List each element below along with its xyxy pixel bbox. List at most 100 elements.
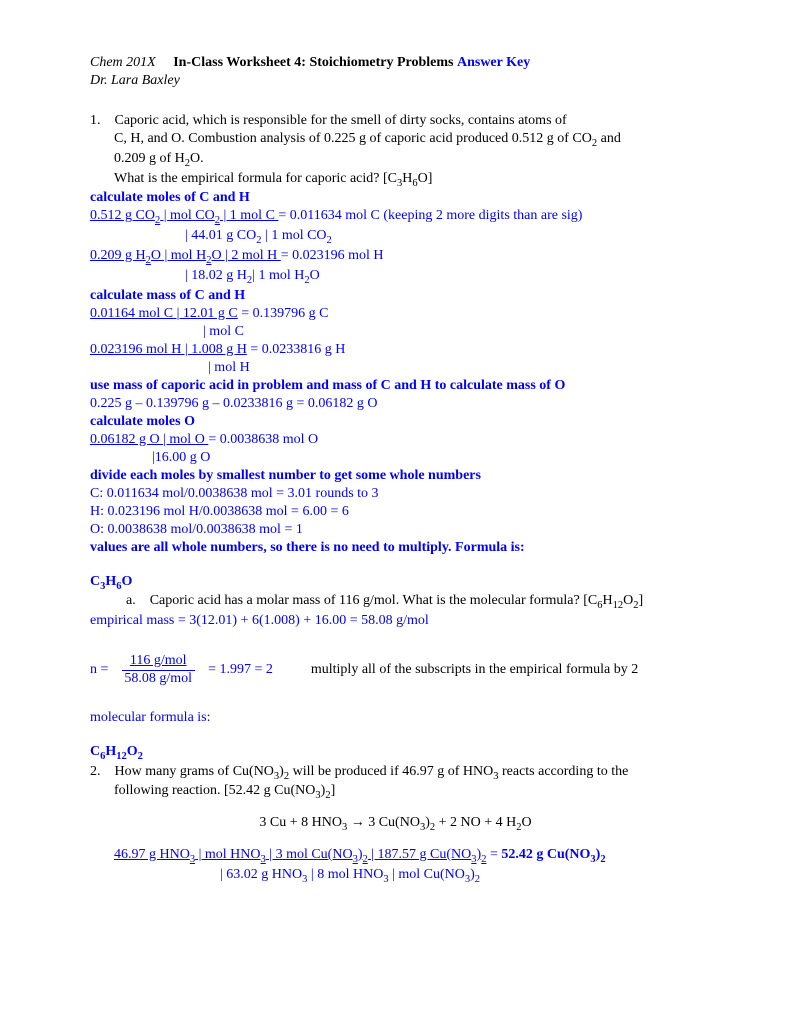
c1b: | mol HNO (195, 847, 260, 862)
n-note: multiply all of the subscripts in the em… (281, 662, 638, 678)
calc2c: O | 2 mol H (211, 248, 280, 263)
c1a: 46.97 g HNO (114, 847, 190, 862)
frac-denominator: 58.08 g/mol (116, 671, 200, 688)
q1-step6: values are all whole numbers, so there i… (90, 540, 701, 556)
calc2d: = 0.023196 mol H (281, 248, 384, 263)
q1-calc3-top: 0.01164 mol C | 12.01 g C = 0.139796 g C (90, 306, 701, 322)
q2-t2c: ] (331, 783, 336, 798)
q1-calc1-bot: | 44.01 g CO2 | 1 mol CO2 (90, 228, 701, 246)
calc4b: = 0.0233816 g H (247, 342, 346, 357)
calc6b: = 0.0038638 mol O (208, 432, 318, 447)
q1-step1: calculate moles of C and H (90, 190, 701, 206)
q1-text2a: C, H, and O. Combustion analysis of 0.22… (114, 131, 592, 146)
q1-calc4-bot: | mol H (90, 360, 701, 376)
c2c: | mol Cu(NO (389, 867, 465, 882)
q1-step3: use mass of caporic acid in problem and … (90, 378, 701, 394)
sub-12: 12 (613, 600, 624, 611)
q1-text4c: O] (418, 171, 433, 186)
q1-text3a: 0.209 g of H (114, 151, 185, 166)
header-line-1: Chem 201X In-Class Worksheet 4: Stoichio… (90, 55, 701, 71)
q1-text4b: H (402, 171, 412, 186)
calc2e: | 18.02 g H (185, 268, 247, 283)
fraction: 116 g/mol 58.08 g/mol (116, 653, 200, 688)
q1-emp-mass: empirical mass = 3(12.01) + 6(1.008) + 1… (90, 613, 701, 629)
c1c: | 3 mol Cu(NO (266, 847, 353, 862)
q1a: a. Caporic acid has a molar mass of 116 … (90, 593, 701, 611)
frac-numerator: 116 g/mol (122, 653, 195, 671)
n-result: = 1.997 = 2 (208, 662, 273, 678)
q1-text3b: O. (190, 151, 204, 166)
sub-2: 2 (138, 751, 143, 762)
q2-number: 2. (90, 764, 101, 779)
q1-ratioC: C: 0.011634 mol/0.0038638 mol = 3.01 rou… (90, 486, 701, 502)
q1-line3: 0.209 g of H2O. (90, 151, 701, 169)
q2-calc1-bot: | 63.02 g HNO3 | 8 mol HNO3 | mol Cu(NO3… (90, 867, 701, 885)
calc2g: O (310, 268, 320, 283)
q1-emp-formula: C3H6O (90, 574, 701, 592)
n-eq: n = (90, 662, 108, 678)
eq-a: 3 Cu + 8 HNO (259, 815, 342, 830)
document-page: Chem 201X In-Class Worksheet 4: Stoichio… (0, 0, 791, 1024)
sub-2: 2 (475, 874, 480, 885)
calc1a: 0.512 g CO (90, 208, 155, 223)
q1-step4: calculate moles O (90, 414, 701, 430)
sub-2: 2 (600, 854, 605, 865)
q1-ratioO: O: 0.0038638 mol/0.0038638 mol = 1 (90, 522, 701, 538)
calc3a: 0.01164 mol C | 12.01 g C (90, 306, 238, 321)
q1-line1: 1. Caporic acid, which is responsible fo… (90, 113, 701, 129)
calc1c: | 1 mol C (220, 208, 278, 223)
mol-form-label: molecular formula is: (90, 710, 701, 726)
q2-t1c: will be produced if 46.97 g of HNO (289, 764, 493, 779)
q1-calc1-top: 0.512 g CO2 | mol CO2 | 1 mol C = 0.0116… (90, 208, 701, 226)
q1-calc3-bot: | mol C (90, 324, 701, 340)
mf-o: O (127, 744, 138, 759)
q1-mol-formula: C6H12O2 (90, 744, 701, 762)
q2-equation: 3 Cu + 8 HNO3 → 3 Cu(NO3)2 + 2 NO + 4 H2… (90, 815, 701, 833)
calc4a: 0.023196 mol H | 1.008 g H (90, 342, 247, 357)
q1-step5: divide each moles by smallest number to … (90, 468, 701, 484)
q1-calc6-top: 0.06182 g O | mol O = 0.0038638 mol O (90, 432, 701, 448)
q1-calc4-top: 0.023196 mol H | 1.008 g H = 0.0233816 g… (90, 342, 701, 358)
calc1b: | mol CO (160, 208, 215, 223)
q2-t2a: following reaction. [52.42 g Cu(NO (114, 783, 315, 798)
calc6a: 0.06182 g O | mol O (90, 432, 208, 447)
q1-text1: Caporic acid, which is responsible for t… (115, 113, 567, 128)
q2-line1: 2. How many grams of Cu(NO3)2 will be pr… (90, 764, 701, 782)
q1-step2: calculate mass of C and H (90, 288, 701, 304)
q1-line2: C, H, and O. Combustion analysis of 0.22… (90, 131, 701, 149)
q1-calc2-top: 0.209 g H2O | mol H2O | 2 mol H = 0.0231… (90, 248, 701, 266)
q1-n-equation: n = 116 g/mol 58.08 g/mol = 1.997 = 2 mu… (90, 653, 638, 688)
q1a-text-b: H (602, 593, 612, 608)
calc1e: | 44.01 g CO (185, 228, 256, 243)
sub-2: 2 (327, 235, 332, 246)
q1a-text-a: Caporic acid has a molar mass of 116 g/m… (150, 593, 598, 608)
q1a-text-d: ] (638, 593, 643, 608)
q2-t1d: reacts according to the (498, 764, 628, 779)
mf-h: H (105, 744, 116, 759)
c1e: | 187.57 g Cu(NO (368, 847, 472, 862)
c2b: | 8 mol HNO (307, 867, 383, 882)
ef-h: H (105, 574, 116, 589)
course-code: Chem 201X (90, 55, 156, 70)
c1h: 52.42 g Cu(NO (501, 847, 590, 862)
q1-text2b: and (597, 131, 621, 146)
mf-c: C (90, 744, 100, 759)
calc3b: = 0.139796 g C (238, 306, 329, 321)
q1a-text-c: O (623, 593, 633, 608)
calc2a: 0.209 g H (90, 248, 146, 263)
calc2b: O | mol H (151, 248, 206, 263)
calc1d: = 0.011634 mol C (keeping 2 more digits … (278, 208, 582, 223)
q2-calc1-top: 46.97 g HNO3 | mol HNO3 | 3 mol Cu(NO3)2… (90, 847, 701, 865)
q1-text4a: What is the empirical formula for capori… (114, 171, 397, 186)
q2-t1a: How many grams of Cu(NO (115, 764, 274, 779)
q1-calc2-bot: | 18.02 g H2| 1 mol H2O (90, 268, 701, 286)
author-name: Dr. Lara Baxley (90, 73, 701, 89)
calc2f: | 1 mol H (252, 268, 304, 283)
q2-line2: following reaction. [52.42 g Cu(NO3)2] (90, 783, 701, 801)
sub-12: 12 (116, 751, 127, 762)
q1a-letter: a. (126, 593, 136, 608)
q1-number: 1. (90, 113, 101, 128)
eq-b: → 3 Cu(NO (347, 815, 420, 830)
ef-o: O (122, 574, 133, 589)
q1-line4: What is the empirical formula for capori… (90, 171, 701, 189)
